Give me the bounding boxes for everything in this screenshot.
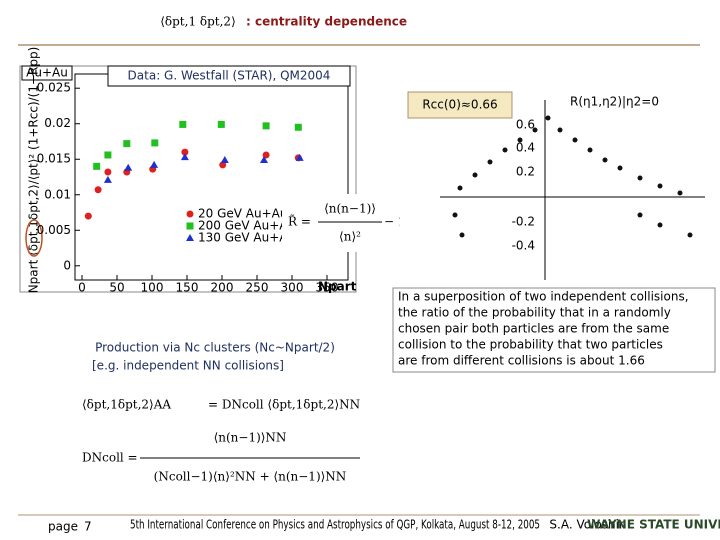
point (179, 120, 187, 128)
source: Data: G. Westfall (STAR), QM2004 (128, 69, 331, 83)
point (123, 140, 131, 148)
x-tick-label: 50 (109, 281, 124, 295)
production-line: Production via Nc clusters (Nc~Npart/2) (95, 341, 335, 355)
legend-label: 200 GeV Au+Au (198, 219, 295, 233)
right-tick: 0.6 (516, 118, 535, 132)
eq2-denominator: (Ncoll−1)⟨n⟩²NN + ⟨n(n−1)⟩NN (154, 470, 347, 484)
y-tick-label: 0.015 (37, 152, 71, 166)
note-line: chosen pair both particles are from the … (398, 322, 669, 336)
conference: 5th International Conference on Physics … (130, 518, 540, 532)
note-box (392, 287, 716, 373)
y-tick-label: 0.02 (44, 116, 71, 130)
eq2-lhs: DNcoll = (82, 451, 138, 465)
title: : centrality dependence (246, 15, 407, 29)
plot: 0 0.005 0.01 0.015 0.02 0.025 0 50 100 150 200 250 3… (37, 81, 339, 295)
x-tick-label: 250 (246, 281, 269, 295)
point (294, 123, 302, 131)
y-tick-label: 0.025 (37, 81, 71, 95)
legend-label: 130 GeV Au+Au (198, 231, 295, 245)
y-axis-label: Npart ⟨δpt,1δpt,2⟩/⟨pt⟩² (1+Rcc)/(1+Rpp) (27, 47, 41, 294)
logo: WAYNE STATE UNIVERSITY (587, 518, 720, 532)
eq1-lhs: ⟨δpt,1δpt,2⟩AA (82, 398, 171, 412)
point (94, 186, 102, 194)
y-tick-label: 0 (63, 258, 71, 272)
point (180, 153, 189, 161)
y-tick-label: 0.01 (44, 187, 71, 201)
x-tick-label: 0 (78, 281, 86, 295)
point (220, 155, 229, 163)
right-axis-title: R(η1,η2)|η2=0 (570, 95, 659, 109)
point (186, 210, 194, 218)
x-tick-label: 100 (141, 281, 164, 295)
x-tick-label: 350 (316, 281, 339, 295)
x-tick-label: 150 (176, 281, 199, 295)
page-label: page (48, 520, 78, 534)
production-line: [e.g. independent NN collisions] (92, 359, 284, 373)
note-line: collision to the probability that two pa… (398, 338, 663, 352)
note-line: In a superposition of two independent co… (398, 290, 689, 304)
point (151, 139, 159, 147)
title-formula: ⟨δpt,1 δpt,2⟩ (160, 15, 236, 29)
highlight (25, 219, 43, 257)
chart-panel (19, 65, 357, 293)
r-lhs: R̃ = (288, 213, 311, 228)
legend (182, 204, 272, 254)
right-points (452, 115, 693, 238)
page-number: 7 (84, 520, 92, 534)
right-tick: -0.2 (512, 215, 535, 229)
right-tick: 0.4 (516, 141, 535, 155)
x-tick-label: 300 (281, 281, 304, 295)
right-tick: -0.4 (512, 239, 535, 253)
note-line: the ratio of the probability that in a r… (398, 306, 671, 320)
point (84, 212, 92, 220)
point (186, 234, 194, 241)
point (103, 175, 112, 183)
point (181, 148, 189, 156)
point (93, 162, 101, 170)
source-box (107, 65, 351, 87)
point (262, 122, 270, 130)
x-tick-label: 200 (211, 281, 234, 295)
point (295, 153, 304, 161)
rcc-label: Rcc(0)≈0.66 (422, 98, 497, 112)
r-denominator: ⟨n⟩² (339, 230, 361, 244)
right-tick: 0.2 (516, 165, 535, 179)
note-line: are from different collisions is about 1… (398, 354, 645, 368)
formula-box (282, 194, 396, 252)
point (217, 120, 225, 128)
note: In a superposition of two independent co… (398, 290, 689, 368)
point (219, 161, 227, 169)
point (150, 160, 159, 168)
point (124, 163, 133, 171)
x-axis-label: Npart (318, 280, 357, 294)
point (104, 168, 112, 176)
point (186, 222, 194, 230)
corner-box (21, 65, 73, 81)
point (260, 155, 268, 163)
rcc-box (407, 91, 513, 119)
eq2-numerator: ⟨n(n−1)⟩NN (214, 431, 287, 445)
legend-label: 20 GeV Au+Au (198, 207, 287, 221)
point (104, 151, 112, 159)
y-tick-label: 0.005 (37, 223, 71, 237)
author: S.A. Voloshin (549, 518, 626, 532)
r-numerator: ⟨n(n−1)⟩ (324, 202, 376, 216)
eq1-rhs: = DNcoll ⟨δpt,1δpt,2⟩NN (208, 398, 360, 412)
corner-label: Au+Au (26, 66, 68, 80)
